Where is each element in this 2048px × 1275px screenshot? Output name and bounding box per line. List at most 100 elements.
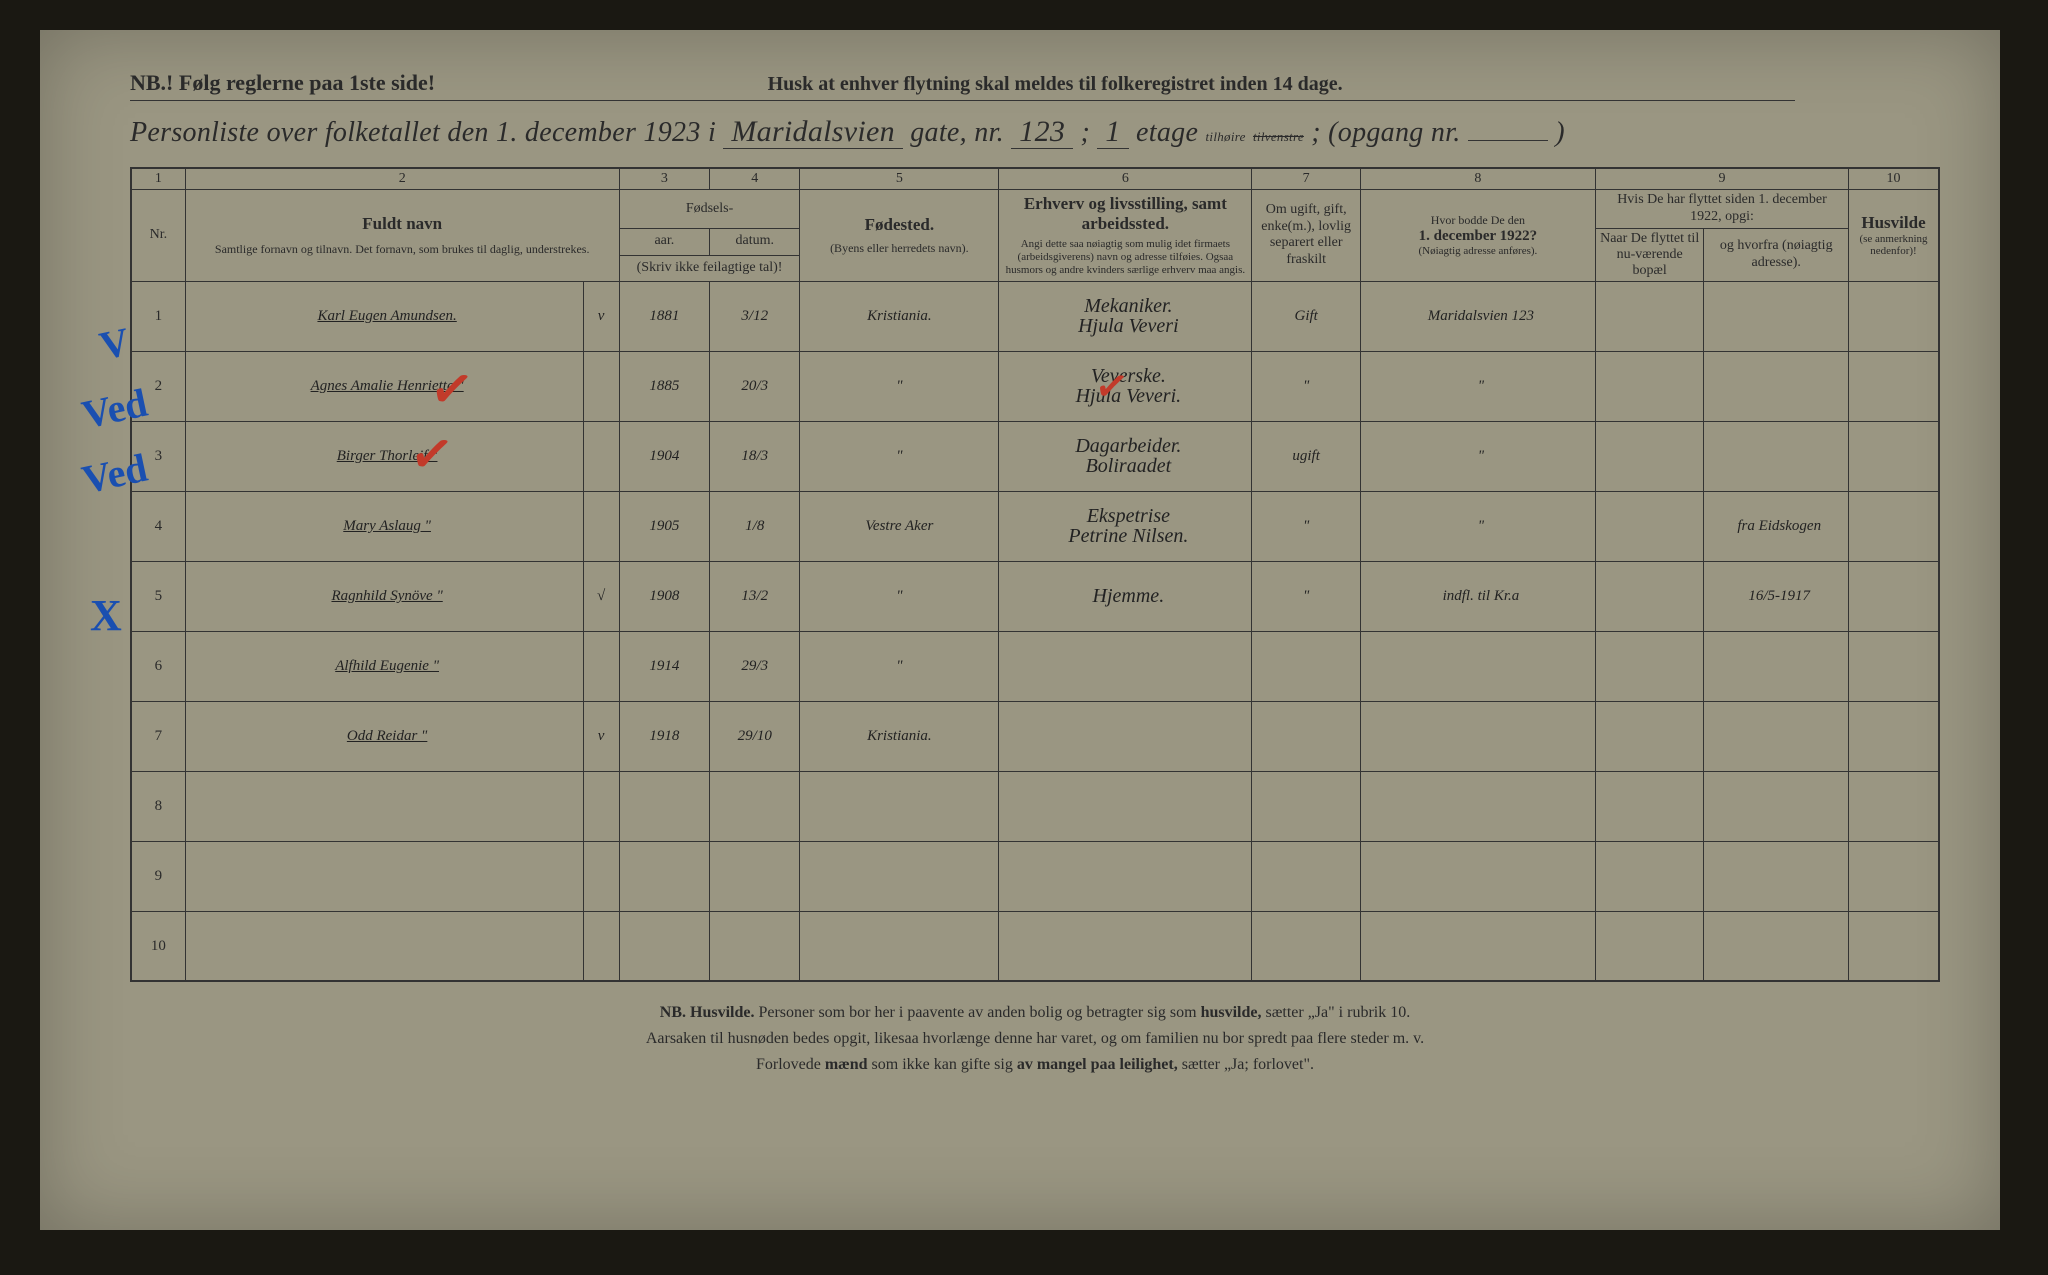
hdr-husvilde: Husvilde (se anmerkning nedenfor)!	[1849, 190, 1939, 282]
col-num-2: 2	[185, 168, 619, 190]
title-line: Personliste over folketallet den 1. dece…	[130, 115, 1940, 149]
row-nr: 5	[131, 561, 185, 631]
row-nr: 1	[131, 281, 185, 351]
cell-moved-from	[1704, 421, 1849, 491]
gate-label: gate, nr.	[910, 117, 1004, 148]
cell-date: 29/10	[710, 701, 800, 771]
footer-l3a: Forlovede	[756, 1056, 825, 1073]
hdr-bodde: Hvor bodde De den 1. december 1922? (Nøi…	[1360, 190, 1595, 282]
hdr-erhverv-main: Erhverv og livsstilling, samt arbeidsste…	[1003, 194, 1247, 234]
cell-moved-when	[1595, 771, 1703, 841]
cell-status	[1252, 701, 1360, 771]
cell-occupation: Dagarbeider.Boliraadet	[999, 421, 1252, 491]
footer-l3d: av mangel paa leilighet,	[1017, 1056, 1178, 1073]
cell-tick: v	[583, 281, 619, 351]
hdr-fodested-sub: (Byens eller herredets navn).	[804, 241, 994, 255]
hdr-nr: Nr.	[131, 190, 185, 282]
cell-birthplace	[800, 911, 999, 981]
col-num-1: 1	[131, 168, 185, 190]
cell-husvilde	[1849, 491, 1939, 561]
hdr-erhverv: Erhverv og livsstilling, samt arbeidsste…	[999, 190, 1252, 282]
cell-moved-from: fra Eidskogen	[1704, 491, 1849, 561]
cell-year	[619, 911, 709, 981]
col-num-5: 5	[800, 168, 999, 190]
cell-husvilde	[1849, 841, 1939, 911]
cell-tick: √	[583, 561, 619, 631]
col-num-8: 8	[1360, 168, 1595, 190]
cell-prev-address: "	[1360, 421, 1595, 491]
cell-moved-when	[1595, 841, 1703, 911]
hdr-fodested: Fødested. (Byens eller herredets navn).	[800, 190, 999, 282]
cell-occupation	[999, 701, 1252, 771]
cell-year	[619, 771, 709, 841]
close-paren: )	[1555, 117, 1565, 148]
cell-status	[1252, 631, 1360, 701]
cell-moved-from	[1704, 911, 1849, 981]
footer-l2: Aarsaken til husnøden bedes opgit, likes…	[239, 1026, 1832, 1052]
hdr-bodde-date: 1. december 1922?	[1365, 228, 1591, 245]
gate-number: 123	[1011, 115, 1073, 149]
cell-moved-from	[1704, 841, 1849, 911]
table-row: 1Karl Eugen Amundsen.v18813/12Kristiania…	[131, 281, 1939, 351]
cell-name: Birger Thorleif "	[185, 421, 583, 491]
cell-name: Ragnhild Synöve "	[185, 561, 583, 631]
col-num-7: 7	[1252, 168, 1360, 190]
hdr-ugift: Om ugift, gift, enke(m.), lovlig separer…	[1252, 190, 1360, 282]
cell-occupation	[999, 631, 1252, 701]
cell-occupation	[999, 911, 1252, 981]
nb-instruction: NB.! Følg reglerne paa 1ste side!	[130, 70, 435, 96]
cell-prev-address	[1360, 631, 1595, 701]
cell-date: 29/3	[710, 631, 800, 701]
cell-year: 1904	[619, 421, 709, 491]
cell-birthplace	[800, 841, 999, 911]
cell-birthplace	[800, 771, 999, 841]
cell-tick	[583, 351, 619, 421]
col-num-6: 6	[999, 168, 1252, 190]
cell-tick	[583, 911, 619, 981]
col-num-4: 4	[710, 168, 800, 190]
red-check-2: ✓	[426, 357, 478, 422]
cell-prev-address: indfl. til Kr.a	[1360, 561, 1595, 631]
cell-husvilde	[1849, 421, 1939, 491]
cell-status: ugift	[1252, 421, 1360, 491]
hdr-fodested-main: Fødested.	[804, 215, 994, 235]
cell-birthplace: Kristiania.	[800, 281, 999, 351]
cell-occupation: Hjemme.	[999, 561, 1252, 631]
hdr-aar: aar.	[619, 228, 709, 255]
hdr-hvis: Hvis De har flyttet siden 1. december 19…	[1595, 190, 1848, 229]
table-row: 9	[131, 841, 1939, 911]
cell-birthplace: "	[800, 351, 999, 421]
table-row: 5Ragnhild Synöve "√190813/2"Hjemme."indf…	[131, 561, 1939, 631]
row-nr: 9	[131, 841, 185, 911]
cell-date: 13/2	[710, 561, 800, 631]
opgang-label: ; (opgang nr.	[1311, 117, 1460, 148]
cell-husvilde	[1849, 911, 1939, 981]
footer-l1b: Personer som bor her i paavente av anden…	[758, 1004, 1200, 1021]
table-row: 2Agnes Amalie Henriette "188520/3"Vevers…	[131, 351, 1939, 421]
table-body: 1Karl Eugen Amundsen.v18813/12Kristiania…	[131, 281, 1939, 981]
census-page: NB.! Følg reglerne paa 1ste side! Husk a…	[40, 30, 2000, 1230]
cell-year: 1905	[619, 491, 709, 561]
cell-birthplace: Kristiania.	[800, 701, 999, 771]
table-row: 6Alfhild Eugenie "191429/3"	[131, 631, 1939, 701]
row-nr: 7	[131, 701, 185, 771]
cell-moved-when	[1595, 351, 1703, 421]
table-row: 4Mary Aslaug "19051/8Vestre AkerEkspetri…	[131, 491, 1939, 561]
sep: ;	[1080, 117, 1090, 148]
cell-year: 1881	[619, 281, 709, 351]
cell-tick: v	[583, 701, 619, 771]
cell-prev-address	[1360, 701, 1595, 771]
cell-moved-from	[1704, 351, 1849, 421]
cell-husvilde	[1849, 561, 1939, 631]
row-nr: 4	[131, 491, 185, 561]
cell-name	[185, 771, 583, 841]
cell-prev-address	[1360, 841, 1595, 911]
hdr-navn: Fuldt navn Samtlige fornavn og tilnavn. …	[185, 190, 619, 282]
footer-l3c: som ikke kan gifte sig	[872, 1056, 1017, 1073]
hdr-naar: Naar De flyttet til nu-værende bopæl	[1595, 228, 1703, 281]
cell-name: Agnes Amalie Henriette "	[185, 351, 583, 421]
red-check-1: ✓	[406, 422, 458, 487]
cell-name: Mary Aslaug "	[185, 491, 583, 561]
cell-status: "	[1252, 561, 1360, 631]
hdr-husvilde-sub: (se anmerkning nedenfor)!	[1853, 233, 1934, 258]
